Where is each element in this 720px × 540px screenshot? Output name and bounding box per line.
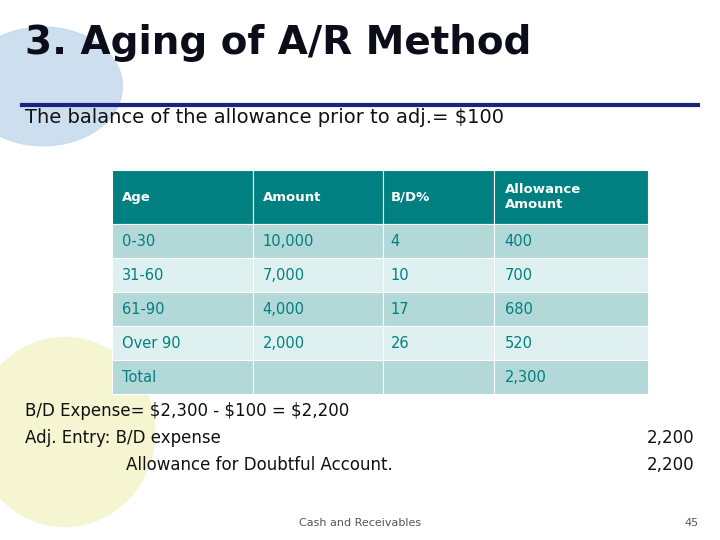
Text: 10: 10 bbox=[391, 268, 409, 282]
FancyBboxPatch shape bbox=[112, 224, 253, 258]
Text: 26: 26 bbox=[391, 336, 409, 350]
Ellipse shape bbox=[0, 338, 155, 526]
Text: 700: 700 bbox=[505, 268, 533, 282]
Text: 61-90: 61-90 bbox=[122, 302, 164, 316]
FancyBboxPatch shape bbox=[494, 360, 648, 394]
Text: Adj. Entry: B/D expense: Adj. Entry: B/D expense bbox=[25, 429, 221, 447]
FancyBboxPatch shape bbox=[253, 292, 383, 326]
Text: 2,200: 2,200 bbox=[647, 456, 695, 474]
Text: 17: 17 bbox=[391, 302, 409, 316]
Text: Amount: Amount bbox=[263, 191, 321, 204]
FancyBboxPatch shape bbox=[112, 360, 253, 394]
Text: 520: 520 bbox=[505, 336, 533, 350]
Text: Cash and Receivables: Cash and Receivables bbox=[299, 518, 421, 528]
Text: Over 90: Over 90 bbox=[122, 336, 180, 350]
FancyBboxPatch shape bbox=[494, 326, 648, 360]
Text: Total: Total bbox=[122, 370, 156, 384]
FancyBboxPatch shape bbox=[253, 224, 383, 258]
Text: Allowance for Doubtful Account.: Allowance for Doubtful Account. bbox=[126, 456, 392, 474]
FancyBboxPatch shape bbox=[383, 360, 494, 394]
FancyBboxPatch shape bbox=[112, 170, 253, 224]
FancyBboxPatch shape bbox=[253, 326, 383, 360]
FancyBboxPatch shape bbox=[253, 170, 383, 224]
Text: 3. Aging of A/R Method: 3. Aging of A/R Method bbox=[25, 24, 531, 62]
FancyBboxPatch shape bbox=[253, 360, 383, 394]
FancyBboxPatch shape bbox=[253, 258, 383, 292]
FancyBboxPatch shape bbox=[112, 326, 253, 360]
FancyBboxPatch shape bbox=[112, 292, 253, 326]
Text: B/D%: B/D% bbox=[391, 191, 430, 204]
Text: Allowance
Amount: Allowance Amount bbox=[505, 183, 581, 211]
Text: Age: Age bbox=[122, 191, 150, 204]
Text: 0-30: 0-30 bbox=[122, 234, 155, 248]
FancyBboxPatch shape bbox=[494, 224, 648, 258]
FancyBboxPatch shape bbox=[112, 258, 253, 292]
FancyBboxPatch shape bbox=[494, 258, 648, 292]
Text: 680: 680 bbox=[505, 302, 533, 316]
FancyBboxPatch shape bbox=[494, 292, 648, 326]
FancyBboxPatch shape bbox=[383, 224, 494, 258]
Text: 7,000: 7,000 bbox=[263, 268, 305, 282]
FancyBboxPatch shape bbox=[494, 170, 648, 224]
Text: 2,200: 2,200 bbox=[647, 429, 695, 447]
Text: 4,000: 4,000 bbox=[263, 302, 305, 316]
Text: B/D Expense= $2,300 - $100 = $2,200: B/D Expense= $2,300 - $100 = $2,200 bbox=[25, 402, 349, 420]
Text: 2,000: 2,000 bbox=[263, 336, 305, 350]
Text: 4: 4 bbox=[391, 234, 400, 248]
Text: 2,300: 2,300 bbox=[505, 370, 546, 384]
Text: 45: 45 bbox=[684, 518, 698, 528]
FancyBboxPatch shape bbox=[383, 292, 494, 326]
FancyBboxPatch shape bbox=[383, 258, 494, 292]
FancyBboxPatch shape bbox=[383, 326, 494, 360]
Text: 31-60: 31-60 bbox=[122, 268, 164, 282]
Text: 10,000: 10,000 bbox=[263, 234, 314, 248]
FancyBboxPatch shape bbox=[383, 170, 494, 224]
Text: 400: 400 bbox=[505, 234, 533, 248]
Text: The balance of the allowance prior to adj.= $100: The balance of the allowance prior to ad… bbox=[25, 108, 504, 127]
Circle shape bbox=[0, 27, 122, 146]
